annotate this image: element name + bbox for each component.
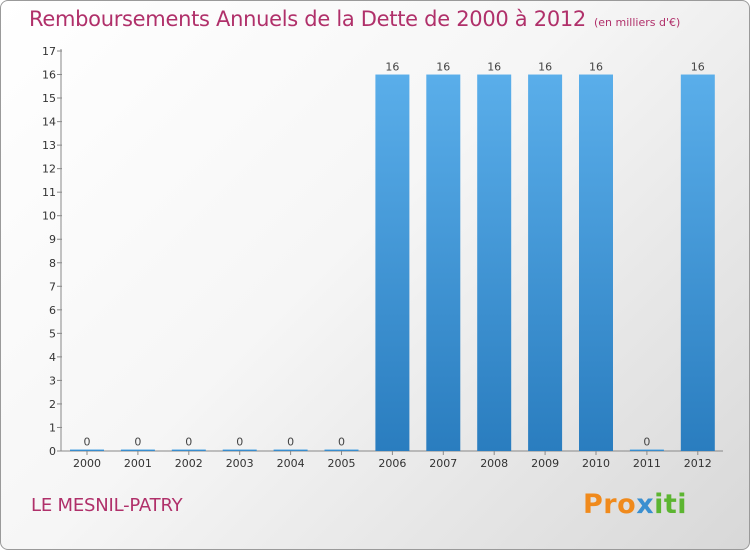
data-label: 0: [185, 436, 192, 449]
bar: [70, 449, 104, 451]
data-label: 16: [436, 61, 450, 74]
bar: [273, 449, 308, 451]
y-tick-label: 9: [49, 233, 56, 246]
proxiti-logo: Proxiti: [583, 489, 687, 520]
x-tick-label: 2006: [378, 457, 406, 470]
data-label: 0: [643, 436, 650, 449]
x-tick-label: 2007: [429, 457, 457, 470]
data-label: 0: [236, 436, 243, 449]
x-tick-label: 2004: [277, 457, 305, 470]
x-tick-label: 2011: [633, 457, 661, 470]
data-label: 0: [287, 436, 294, 449]
logo-letter: o: [617, 489, 637, 520]
title-text: Remboursements Annuels de la Dette de 20…: [29, 7, 586, 31]
bar: [629, 449, 664, 451]
y-tick-label: 2: [49, 398, 56, 411]
data-label: 0: [84, 436, 91, 449]
data-label: 16: [385, 61, 399, 74]
y-tick-label: 14: [42, 116, 56, 129]
x-tick-label: 2002: [175, 457, 203, 470]
x-tick-label: 2010: [582, 457, 610, 470]
y-tick-label: 7: [49, 280, 56, 293]
x-tick-label: 2005: [328, 457, 356, 470]
x-tick-label: 2000: [73, 457, 101, 470]
y-tick-label: 5: [49, 327, 56, 340]
y-tick-label: 15: [42, 92, 56, 105]
x-tick-label: 2001: [124, 457, 152, 470]
y-tick-label: 4: [49, 351, 56, 364]
y-tick-label: 6: [49, 304, 56, 317]
bar: [477, 74, 512, 451]
x-tick-label: 2012: [684, 457, 712, 470]
data-label: 16: [691, 61, 705, 74]
data-label: 16: [538, 61, 552, 74]
data-label: 16: [589, 61, 603, 74]
unit-subtitle: (en milliers d'€): [594, 16, 681, 29]
commune-name: LE MESNIL-PATRY: [31, 495, 183, 516]
data-label: 0: [338, 436, 345, 449]
bar: [426, 74, 461, 451]
y-tick-label: 11: [42, 186, 56, 199]
x-tick-label: 2009: [531, 457, 559, 470]
bar: [171, 449, 206, 451]
logo-letter: t: [663, 489, 678, 520]
bar: [375, 74, 410, 451]
data-label: 0: [134, 436, 141, 449]
logo-letter: i: [677, 489, 688, 520]
bar: [222, 449, 257, 451]
y-tick-label: 13: [42, 139, 56, 152]
y-tick-label: 8: [49, 257, 56, 270]
bar: [120, 449, 155, 451]
logo-letter: r: [603, 489, 618, 520]
y-tick-label: 16: [42, 69, 56, 82]
y-tick-label: 17: [42, 45, 56, 58]
logo-letter: i: [654, 489, 664, 520]
chart-title: Remboursements Annuels de la Dette de 20…: [29, 7, 680, 31]
bar: [680, 74, 715, 451]
bar: [528, 74, 563, 451]
y-tick-label: 10: [42, 210, 56, 223]
y-tick-label: 3: [49, 374, 56, 387]
bar: [324, 449, 359, 451]
y-tick-label: 1: [49, 421, 56, 434]
x-tick-label: 2008: [480, 457, 508, 470]
y-tick-label: 0: [49, 445, 56, 458]
bar: [579, 74, 613, 451]
data-label: 16: [487, 61, 501, 74]
logo-letter: P: [583, 489, 604, 520]
y-tick-label: 12: [42, 163, 56, 176]
logo-letter: x: [636, 489, 655, 520]
x-tick-label: 2003: [226, 457, 254, 470]
